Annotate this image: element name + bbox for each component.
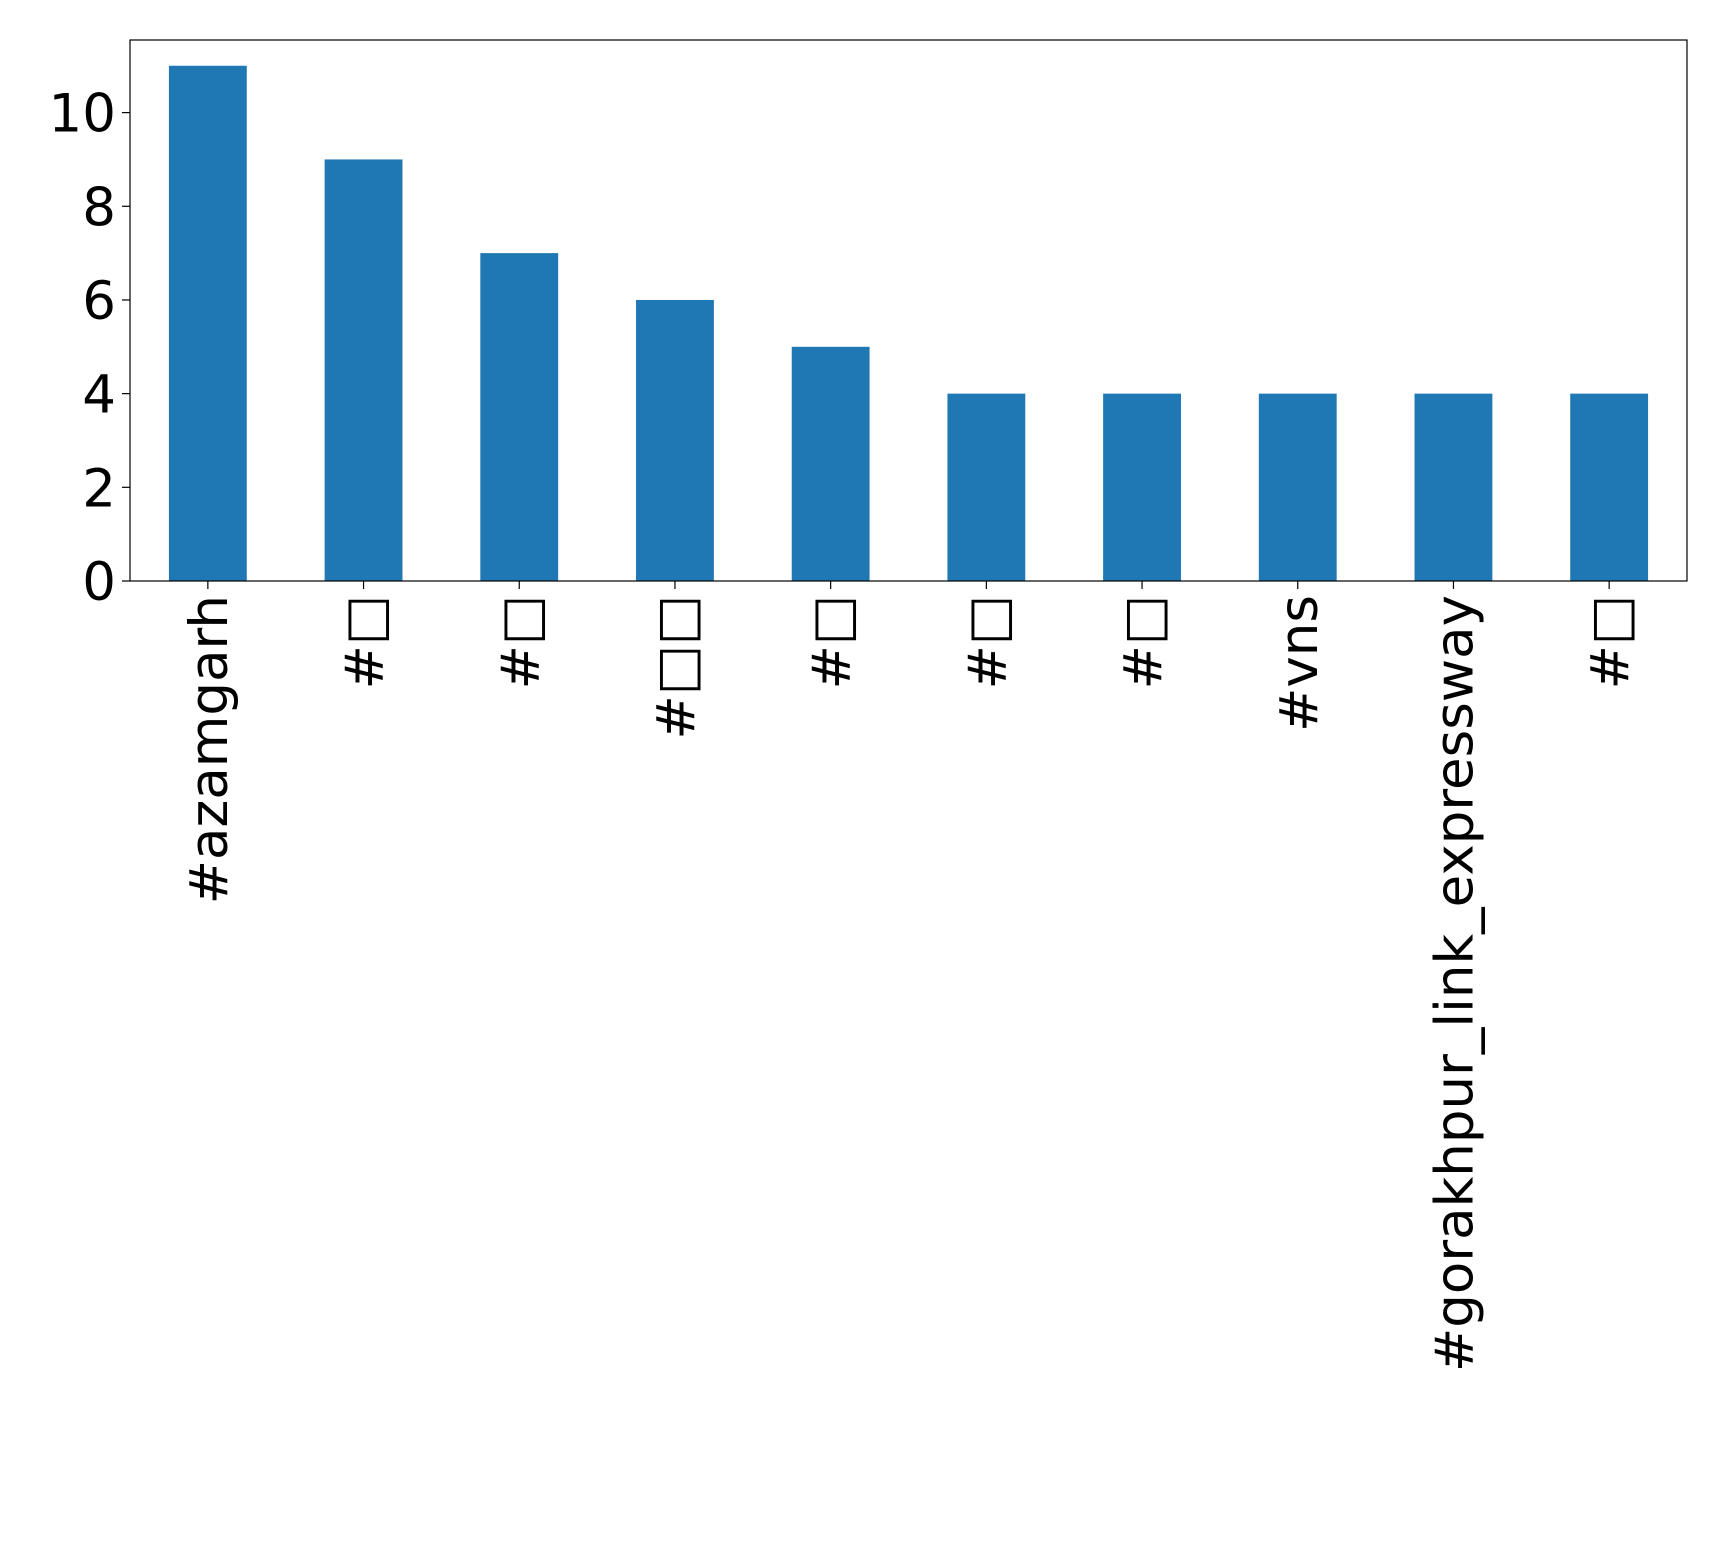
- y-tick-label: 10: [49, 84, 116, 145]
- bar: [947, 393, 1026, 581]
- y-tick-label: 0: [82, 552, 116, 613]
- x-tick-label: #□□: [646, 595, 707, 740]
- plot-frame: [129, 39, 1688, 582]
- x-tick-label: #□: [1580, 595, 1641, 689]
- bar: [480, 253, 559, 581]
- y-tick-label: 8: [82, 177, 116, 238]
- bar: [1103, 393, 1181, 581]
- bar: [1570, 393, 1649, 581]
- bar: [1258, 393, 1337, 581]
- y-tick-label: 6: [82, 271, 116, 332]
- y-tick-label: 4: [82, 365, 116, 426]
- x-tick-label: #□: [1113, 595, 1174, 689]
- bar: [168, 65, 247, 581]
- x-tick-label: #gorakhpur_link_expressway: [1424, 595, 1485, 1372]
- bar: [324, 159, 403, 581]
- x-tick-label: #□: [957, 595, 1018, 689]
- x-tick-label: #□: [335, 595, 396, 689]
- bar: [791, 346, 870, 581]
- bar: [636, 299, 714, 581]
- x-tick-label: #□: [490, 595, 551, 689]
- x-tick-label: #azamgarh: [179, 595, 240, 904]
- bar: [1414, 393, 1493, 581]
- y-tick-label: 2: [82, 458, 116, 519]
- x-tick-label: #vns: [1269, 595, 1330, 732]
- x-tick-label: #□: [802, 595, 863, 689]
